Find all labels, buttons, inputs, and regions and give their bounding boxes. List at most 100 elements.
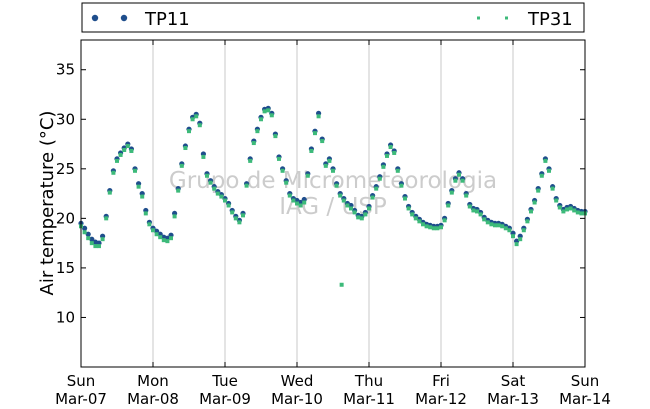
point-tp31 [446,203,451,208]
point-tp11 [89,236,95,242]
point-tp31 [460,178,465,183]
point-tp31 [320,139,325,144]
point-tp31 [89,241,94,246]
x-tick-label-day: Fri [432,372,450,390]
point-tp31 [179,163,184,168]
point-tp31 [428,225,433,230]
point-tp31 [158,235,163,240]
point-tp31 [575,210,580,215]
point-tp31 [237,220,242,225]
x-tick-label-date: Mar-14 [559,390,611,408]
legend-label-tp31: TP31 [527,9,573,30]
point-tp31 [97,244,101,249]
point-tp31 [532,200,537,205]
x-tick-label-date: Mar-07 [55,390,107,408]
point-tp31 [406,206,411,211]
point-tp31 [104,216,109,221]
point-tp31 [370,195,375,200]
y-axis-label: Air temperature (°C) [37,111,58,296]
point-tp31 [413,216,418,221]
point-tp31 [115,158,119,163]
y-tick-label: 15 [56,259,75,277]
point-tp31 [565,207,569,212]
point-tp31 [226,203,231,208]
point-tp31 [122,147,127,152]
point-tp31 [244,183,249,188]
point-tp31 [129,148,134,153]
point-tp31 [431,226,436,231]
point-tp31 [561,209,566,214]
point-tp31 [165,239,170,244]
point-tp31 [457,172,461,177]
point-tp31 [194,114,199,119]
point-tp31 [309,148,314,153]
point-tp31 [467,204,472,209]
legend-label-tp11: TP11 [144,9,190,30]
point-tp31 [323,163,328,168]
legend-marker-tp11-a [91,14,99,22]
x-tick-label-day: Thu [354,372,383,390]
point-tp31 [464,193,469,198]
legend-marker-tp31-a [477,16,480,20]
point-tp31 [223,198,227,203]
x-tick-label-date: Mar-11 [343,390,395,408]
point-tp31 [489,222,494,227]
point-tp31 [579,211,584,216]
point-tp31 [435,226,440,231]
point-tp31 [197,123,202,128]
point-tp31 [154,232,159,237]
point-tp31 [327,158,332,163]
point-tp31 [215,191,220,196]
point-tp11 [85,231,91,237]
point-tp31 [453,178,458,183]
x-tick-label-day: Tue [211,372,238,390]
plot-frame [80,39,586,368]
legend-marker-tp31-b [505,16,508,20]
point-tp31 [478,212,483,217]
point-tp31 [302,200,307,205]
point-tp31 [518,237,523,242]
x-tick-label-day: Sun [67,372,96,390]
point-tp31 [190,117,195,122]
point-tp31 [539,173,544,178]
point-tp31 [359,216,364,221]
point-tp31 [259,117,263,122]
point-tp31 [374,186,379,191]
point-tp31 [482,217,487,222]
point-tp31 [143,211,148,216]
x-tick-label-day: Sat [501,372,526,390]
point-tp31 [421,222,425,227]
y-tick-label: 25 [56,160,75,178]
point-tp31 [251,141,256,146]
point-tp31 [273,134,278,139]
point-tp31 [100,237,105,242]
point-tp31 [107,190,112,195]
point-tp31 [525,219,530,224]
point-tp31 [136,184,141,189]
point-tp31 [208,180,213,185]
point-tp31 [442,218,447,223]
point-tp31 [521,228,526,233]
point-tp31 [536,188,541,193]
point-tp31 [475,209,479,214]
point-tp31 [392,150,397,155]
axis-ticks [80,40,586,367]
point-tp31 [125,144,130,149]
point-tp31 [305,173,310,178]
y-tick-label: 10 [56,308,75,326]
point-tp31 [262,109,267,114]
point-tp31 [439,225,443,230]
point-tp31 [503,226,508,231]
point-tp31 [255,129,260,134]
watermark: Grupo de Micrometeorologia IAG / USP [169,168,497,220]
point-tp31 [341,198,346,203]
point-tp31 [82,230,87,235]
point-tp31 [93,244,98,249]
x-tick-labels: SunMar-07MonMar-08TueMar-09WedMar-10ThuM… [55,372,611,408]
point-tp31 [313,131,317,136]
point-tp31 [449,190,454,195]
point-tp31 [349,206,353,211]
point-tp31 [269,113,274,118]
point-tp31 [169,236,173,241]
